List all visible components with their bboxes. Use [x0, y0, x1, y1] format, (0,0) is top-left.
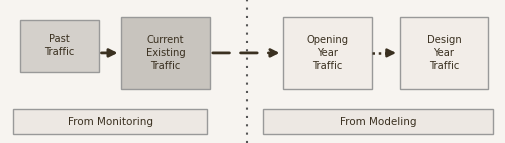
FancyBboxPatch shape	[399, 17, 487, 89]
Text: From Monitoring: From Monitoring	[68, 117, 152, 127]
FancyBboxPatch shape	[283, 17, 371, 89]
FancyBboxPatch shape	[20, 20, 98, 72]
Text: From Modeling: From Modeling	[339, 117, 416, 127]
Text: Past
Traffic: Past Traffic	[44, 34, 75, 57]
Text: Design
Year
Traffic: Design Year Traffic	[426, 35, 461, 71]
Text: Current
Existing
Traffic: Current Existing Traffic	[145, 35, 185, 71]
FancyBboxPatch shape	[263, 109, 492, 134]
Text: Opening
Year
Traffic: Opening Year Traffic	[306, 35, 348, 71]
FancyBboxPatch shape	[121, 17, 210, 89]
FancyBboxPatch shape	[13, 109, 207, 134]
